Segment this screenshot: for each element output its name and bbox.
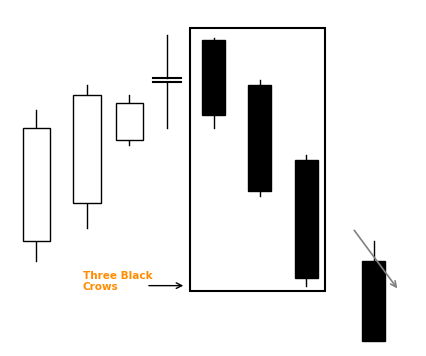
Bar <box>73 95 101 203</box>
Text: Three Black
Crows: Three Black Crows <box>83 271 152 292</box>
Bar <box>294 161 317 278</box>
Bar <box>23 128 50 241</box>
Bar <box>361 261 384 341</box>
Bar <box>190 28 325 290</box>
Bar <box>201 40 225 115</box>
Bar <box>248 85 271 190</box>
Bar <box>115 103 143 141</box>
